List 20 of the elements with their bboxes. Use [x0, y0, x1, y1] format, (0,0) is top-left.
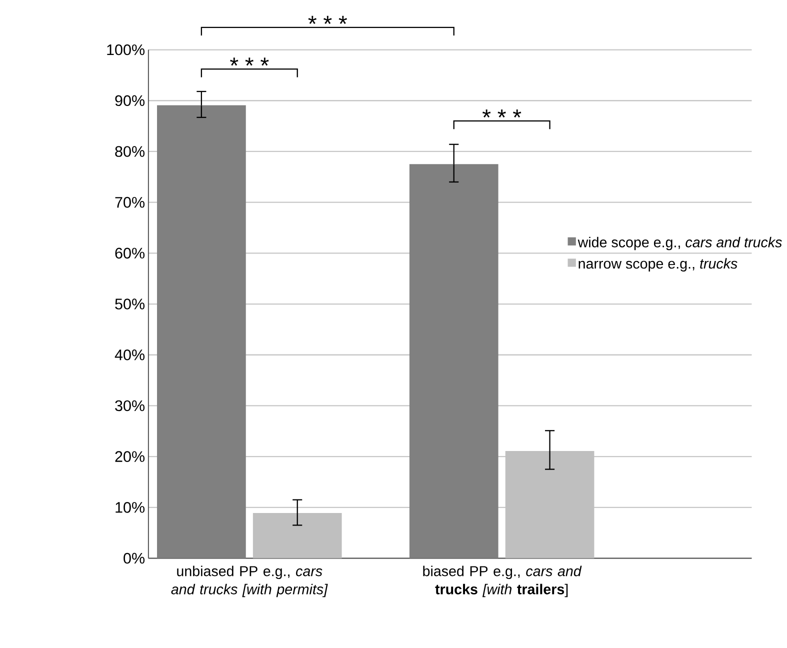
category-label: biased PP e.g., cars and trucks [with trailers] — [423, 566, 582, 598]
y-tick-label: 60% — [115, 248, 145, 258]
bar — [409, 164, 498, 558]
y-tick-label: 30% — [115, 400, 145, 411]
y-tick-label: 40% — [114, 349, 145, 360]
annotation: * * * — [230, 57, 269, 66]
y-tick-label: 0% — [124, 552, 145, 564]
annotation: * * * — [482, 109, 522, 118]
legend-label: narrow scope e.g., trucks — [578, 258, 738, 272]
y-tick-label: 100% — [107, 44, 145, 56]
y-tick-label: 20% — [115, 451, 145, 462]
text: * * * — [308, 16, 348, 24]
y-tick-label: 50% — [115, 298, 145, 310]
legend-label: wide scope e.g., cars and trucks — [578, 236, 782, 250]
bar — [157, 105, 246, 558]
y-tick-label: 10% — [116, 502, 145, 513]
y-tick-label: 70% — [115, 196, 145, 208]
x-tick-label: unbiased PP e.g., cars and trucks [with permits] — [171, 566, 328, 598]
y-tick-label: 90% — [115, 95, 145, 106]
y-tick-label: 80% — [115, 146, 145, 157]
